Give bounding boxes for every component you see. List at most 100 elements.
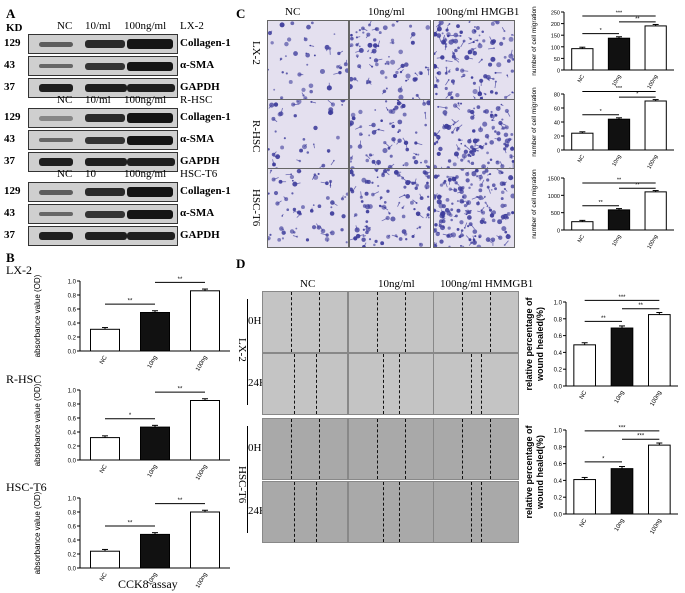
cell-dot xyxy=(435,92,438,96)
panel-a-letter: A xyxy=(6,6,16,21)
kd-marker: 43 xyxy=(4,59,15,71)
cell-process xyxy=(330,160,335,166)
cell-process xyxy=(504,188,508,192)
cell-process xyxy=(434,166,435,168)
cell-process xyxy=(269,170,272,174)
cell-process xyxy=(293,209,295,214)
cell-dot xyxy=(299,148,303,153)
cell-dot xyxy=(409,200,414,205)
cell-dot xyxy=(350,160,353,163)
cell-dot xyxy=(317,172,320,175)
cell-dot xyxy=(372,43,378,48)
cell-dot xyxy=(292,207,297,212)
cell-dot xyxy=(365,220,369,224)
wound-column-label: NC xyxy=(300,278,316,290)
cell-dot xyxy=(471,152,475,156)
cell-dot xyxy=(460,158,464,162)
cell-dot xyxy=(371,48,377,54)
cell-process xyxy=(460,40,465,48)
cell-dot xyxy=(329,211,335,216)
cell-process xyxy=(412,234,415,237)
cell-dot xyxy=(445,28,449,32)
cell-process xyxy=(373,161,377,166)
cell-process xyxy=(469,138,472,142)
cell-process xyxy=(355,50,362,53)
cell-dot xyxy=(476,105,481,109)
cell-process xyxy=(329,109,332,114)
cell-dot xyxy=(380,119,383,123)
y-tick-label: 1.0 xyxy=(554,301,563,307)
cell-dot xyxy=(474,235,477,238)
cell-process xyxy=(453,120,459,125)
cell-dot xyxy=(481,30,484,33)
sig-marker: ** xyxy=(635,183,640,189)
cell-process xyxy=(467,51,471,55)
cell-process xyxy=(296,159,301,162)
kd-marker: 37 xyxy=(4,81,15,93)
cell-dot xyxy=(472,138,478,144)
panel-c-letter: C xyxy=(236,6,246,21)
cell-process xyxy=(355,225,358,231)
sig-marker: ** xyxy=(635,16,640,22)
stained-cells xyxy=(350,21,430,99)
stained-cells xyxy=(434,102,514,178)
cell-dot xyxy=(425,25,430,30)
stained-cells xyxy=(434,169,514,247)
cell-dot xyxy=(279,226,284,231)
cell-dot xyxy=(484,133,490,139)
cell-process xyxy=(388,144,393,149)
cell-process xyxy=(453,187,456,191)
cell-process xyxy=(456,153,459,159)
blot-band xyxy=(39,189,73,195)
cell-dot xyxy=(376,159,381,165)
cell-dot xyxy=(487,161,490,165)
sig-marker: *** xyxy=(637,434,645,440)
y-tick-label: 0.2 xyxy=(554,368,563,374)
cell-dot xyxy=(476,201,480,206)
cell-dot xyxy=(434,31,438,37)
protein-label: GAPDH xyxy=(180,229,220,241)
cell-dot xyxy=(414,131,418,134)
y-tick-label: 0.4 xyxy=(68,322,77,328)
cell-dot xyxy=(508,137,512,142)
blot-band xyxy=(85,84,127,92)
cell-process xyxy=(370,50,375,54)
transwell-micrograph xyxy=(433,99,515,179)
sig-marker: * xyxy=(600,109,603,115)
cell-dot xyxy=(470,209,472,212)
y-tick-label: 0.6 xyxy=(554,462,563,468)
cell-process xyxy=(500,127,507,130)
transwell-micrograph xyxy=(433,20,515,100)
cell-process xyxy=(471,196,478,200)
cell-process xyxy=(425,186,428,190)
cell-process xyxy=(417,213,424,219)
cell-dot xyxy=(455,175,459,179)
cell-dot xyxy=(343,62,348,67)
cell-dot xyxy=(368,153,372,157)
cell-dot xyxy=(369,57,372,59)
cell-dot xyxy=(473,107,476,110)
cell-process xyxy=(364,181,368,184)
cell-dot xyxy=(288,79,293,84)
cell-dot xyxy=(437,24,441,28)
cell-dot xyxy=(436,79,440,83)
kd-marker: 37 xyxy=(4,229,15,241)
wound-image xyxy=(433,481,519,543)
cell-process xyxy=(398,194,405,198)
cell-dot xyxy=(280,96,284,99)
cell-process xyxy=(453,215,457,218)
cell-dot xyxy=(445,66,448,69)
cell-process xyxy=(426,171,430,174)
cell-dot xyxy=(472,238,476,242)
cck8-cell-line: R-HSC xyxy=(6,372,42,386)
cell-dot xyxy=(504,108,509,113)
wound-edge-left xyxy=(294,482,295,542)
cell-process xyxy=(333,72,341,75)
cck8-cell-line: HSC-T6 xyxy=(6,480,47,494)
cell-dot xyxy=(441,32,444,35)
cell-process xyxy=(506,110,511,117)
cell-dot xyxy=(491,125,496,130)
cell-dot xyxy=(506,212,511,216)
cell-dot xyxy=(350,33,353,37)
cell-dot xyxy=(509,154,513,158)
